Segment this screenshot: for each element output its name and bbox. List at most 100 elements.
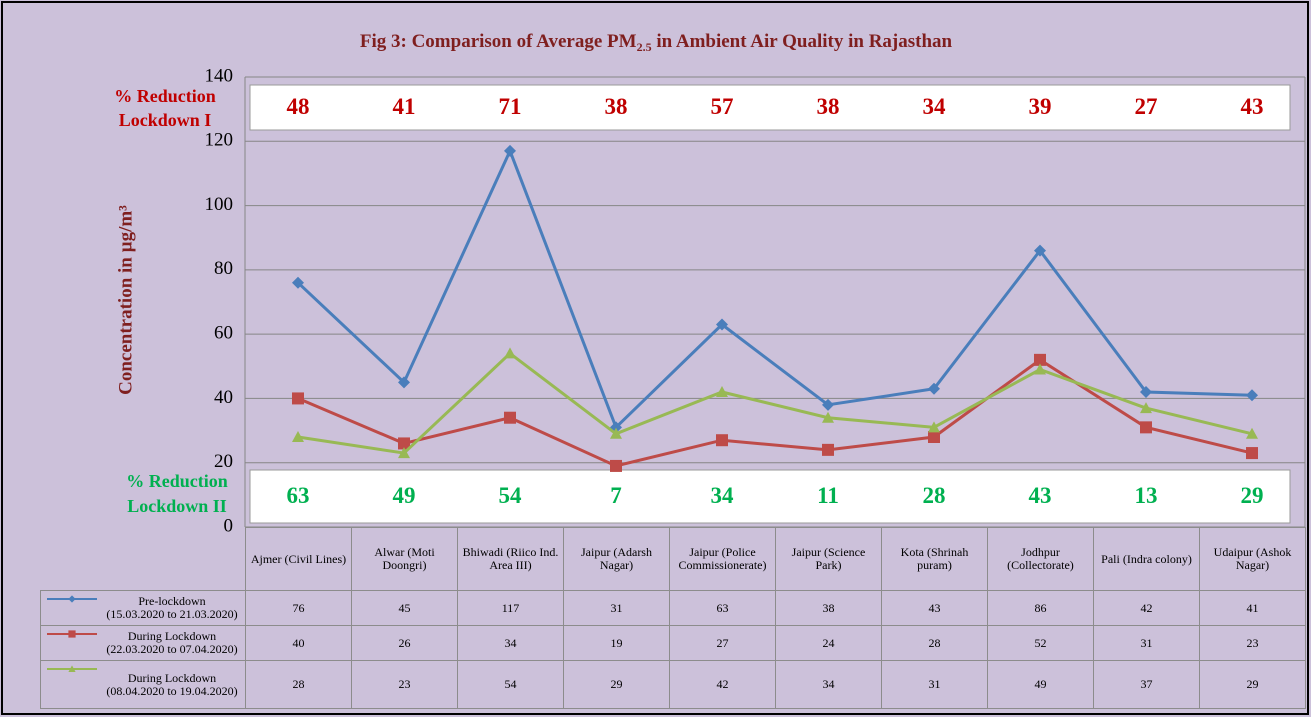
- chart-title: Fig 3: Comparison of Average PM2.5 in Am…: [360, 31, 953, 53]
- legend-text: (08.04.2020 to 19.04.2020): [106, 683, 238, 698]
- reduction-value: 43: [1029, 483, 1052, 508]
- value-cell: 86: [987, 590, 1094, 626]
- marker: [1246, 427, 1258, 439]
- marker: [292, 392, 304, 405]
- value-cell: 34: [457, 625, 564, 661]
- series-line: [296, 147, 1253, 431]
- reduction-value: 38: [817, 94, 840, 119]
- marker: [822, 411, 834, 423]
- value-cell: 27: [669, 625, 776, 661]
- value-cell: 28: [245, 660, 352, 709]
- reduction-value: 38: [605, 94, 628, 119]
- marker: [1140, 402, 1152, 414]
- reduction-label: Lockdown II: [127, 496, 227, 516]
- legend-text: During Lockdown: [127, 629, 217, 643]
- reduction-value: 43: [1241, 94, 1264, 119]
- reduction-value: 54: [499, 483, 523, 508]
- reduction-value: 11: [817, 483, 839, 508]
- marker: [398, 447, 410, 459]
- marker: [292, 431, 304, 442]
- category-cell: Jodhpur (Collectorate): [987, 527, 1094, 591]
- marker: [716, 386, 728, 397]
- value-cell: 23: [1199, 625, 1306, 661]
- value-cell: 42: [669, 660, 776, 709]
- marker: [610, 427, 622, 439]
- value-cell: 31: [1093, 625, 1200, 661]
- reduction-value: 28: [923, 483, 946, 508]
- reduction-label: Lockdown I: [119, 110, 212, 130]
- marker: [716, 318, 728, 331]
- marker: [504, 144, 516, 157]
- marker: [822, 443, 834, 456]
- marker: [1246, 389, 1258, 402]
- y-tick-label: 60: [214, 323, 233, 344]
- value-cell: 37: [1093, 660, 1200, 709]
- legend-text: (15.03.2020 to 21.03.2020): [106, 607, 238, 621]
- legend-text: During Lockdown: [127, 670, 217, 685]
- marker: [928, 421, 940, 433]
- legend-cell: During Lockdown (08.04.2020 to 19.04.2020…: [40, 660, 246, 709]
- reduction-value: 34: [923, 94, 947, 119]
- marker: [716, 434, 728, 447]
- legend-cell: Pre-lockdown (15.03.2020 to 21.03.2020): [40, 590, 246, 626]
- value-cell: 117: [457, 590, 564, 626]
- marker: [1140, 421, 1152, 434]
- value-cell: 76: [245, 590, 352, 626]
- value-cell: 19: [563, 625, 670, 661]
- value-cell: 52: [987, 625, 1094, 661]
- marker: [1140, 386, 1152, 398]
- reduction-value: 7: [610, 483, 622, 508]
- marker: [68, 665, 76, 672]
- value-cell: 34: [775, 660, 882, 709]
- value-cell: 38: [775, 590, 882, 626]
- y-tick-label: 140: [205, 65, 234, 86]
- reduction-value: 39: [1029, 94, 1052, 119]
- marker: [1034, 353, 1046, 366]
- category-cell: Bhiwadi (Riico Ind. Area III): [457, 527, 564, 591]
- marker: [1246, 447, 1258, 460]
- reduction-value: 71: [499, 94, 522, 119]
- category-cell: Ajmer (Civil Lines): [245, 527, 352, 591]
- value-cell: 49: [987, 660, 1094, 709]
- marker: [504, 411, 516, 424]
- category-cell: Jaipur (Science Park): [775, 527, 882, 591]
- reduction-box: [249, 469, 1291, 524]
- value-cell: 43: [881, 590, 988, 626]
- value-cell: 41: [1199, 590, 1306, 626]
- y-tick-label: 20: [214, 451, 233, 472]
- value-cell: 29: [1199, 660, 1306, 709]
- marker: [398, 376, 410, 389]
- y-tick-label: 100: [205, 194, 234, 215]
- value-cell: 45: [351, 590, 458, 626]
- marker: [928, 382, 940, 395]
- category-cell: Alwar (Moti Doongri): [351, 527, 458, 591]
- reduction-value: 48: [287, 94, 310, 119]
- value-cell: 28: [881, 625, 988, 661]
- reduction-value: 49: [393, 483, 416, 508]
- value-cell: 23: [351, 660, 458, 709]
- series-line: [297, 358, 1253, 468]
- reduction-label: % Reduction: [114, 86, 216, 106]
- value-cell: 54: [457, 660, 564, 709]
- marker: [504, 347, 516, 359]
- value-cell: 24: [775, 625, 882, 661]
- category-cell: Kota (Shrinah puram): [881, 527, 988, 591]
- category-cell: Pali (Indra colony): [1093, 527, 1200, 591]
- value-cell: 63: [669, 590, 776, 626]
- reduction-label: % Reduction: [126, 471, 228, 491]
- reduction-box: [249, 84, 1291, 131]
- marker: [1034, 363, 1046, 375]
- marker: [68, 630, 76, 638]
- series-line: [297, 351, 1253, 455]
- marker: [292, 276, 304, 289]
- reduction-value: 41: [393, 94, 416, 119]
- title-part: in Ambient Air Quality in Rajasthan: [652, 31, 953, 52]
- title-part: 2.5: [637, 40, 652, 54]
- reduction-value: 27: [1135, 94, 1158, 119]
- reduction-value: 34: [711, 483, 735, 508]
- reduction-value: 13: [1135, 483, 1158, 508]
- marker: [928, 431, 940, 443]
